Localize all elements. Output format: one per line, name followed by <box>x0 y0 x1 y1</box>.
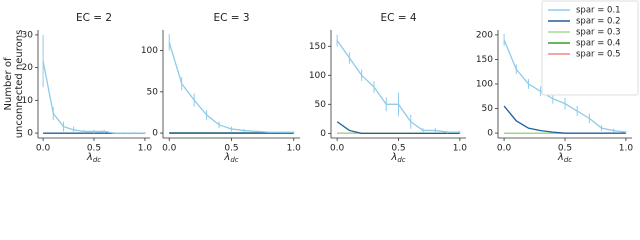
series-line <box>336 40 460 133</box>
y-tick-label: 0 <box>487 129 493 139</box>
x-tick-label: 0.5 <box>558 144 572 154</box>
series-line <box>336 121 460 135</box>
y-tick-label: 100 <box>141 46 158 56</box>
x-label-sub: dc <box>93 156 101 164</box>
y-tick-label: 0 <box>27 129 33 139</box>
x-tick-label: 1.0 <box>619 144 634 154</box>
legend-label: spar = 0.5 <box>576 50 621 60</box>
series-line <box>168 42 294 133</box>
y-tick-label: 0 <box>320 129 326 139</box>
y-axis-label: unconnected neurons <box>14 30 25 139</box>
x-label-sub: dc <box>230 156 238 164</box>
y-tick-label: 50 <box>147 87 159 97</box>
legend-label: spar = 0.4 <box>576 39 621 49</box>
series-line <box>42 60 145 134</box>
x-label-sub: dc <box>397 156 405 164</box>
legend-label: spar = 0.3 <box>576 28 621 38</box>
x-tick-label: 0.0 <box>330 144 345 154</box>
x-axis-label: λdc <box>223 152 238 164</box>
y-tick-label: 50 <box>315 100 327 110</box>
panel-title: EC = 2 <box>76 12 112 24</box>
x-axis-label: λdc <box>86 152 101 164</box>
y-tick-label: 200 <box>476 30 493 40</box>
x-tick-label: 1.0 <box>287 144 302 154</box>
legend-box <box>541 0 639 96</box>
legend-label: spar = 0.2 <box>576 17 621 27</box>
x-label-main: λ <box>557 152 564 163</box>
x-label-sub: dc <box>564 156 572 164</box>
y-tick-label: 100 <box>476 80 493 90</box>
x-label-main: λ <box>86 152 93 163</box>
x-tick-label: 0.5 <box>224 144 238 154</box>
y-axis-label: Number of <box>3 57 14 110</box>
y-tick-label: 150 <box>309 42 326 52</box>
y-tick-label: 10 <box>22 96 34 106</box>
y-tick-label: 30 <box>22 30 34 40</box>
y-tick-label: 100 <box>309 71 326 81</box>
y-tick-label: 50 <box>482 104 494 114</box>
x-tick-label: 0.0 <box>162 144 177 154</box>
legend-label: spar = 0.1 <box>576 6 621 16</box>
x-label-main: λ <box>223 152 230 163</box>
x-tick-label: 0.5 <box>391 144 405 154</box>
x-tick-label: 1.0 <box>138 144 153 154</box>
x-axis-label: λdc <box>557 152 572 164</box>
y-tick-label: 20 <box>22 63 34 73</box>
series-line <box>503 105 626 134</box>
panel-title: EC = 3 <box>213 12 249 24</box>
x-tick-label: 0.0 <box>497 144 512 154</box>
x-tick-label: 0.0 <box>36 144 51 154</box>
x-label-main: λ <box>390 152 397 163</box>
y-tick-label: 150 <box>476 55 493 65</box>
x-tick-label: 0.5 <box>87 144 101 154</box>
panel-title: EC = 4 <box>380 12 416 24</box>
x-axis-label: λdc <box>390 152 405 164</box>
y-tick-label: 0 <box>152 129 158 139</box>
x-tick-label: 1.0 <box>453 144 468 154</box>
